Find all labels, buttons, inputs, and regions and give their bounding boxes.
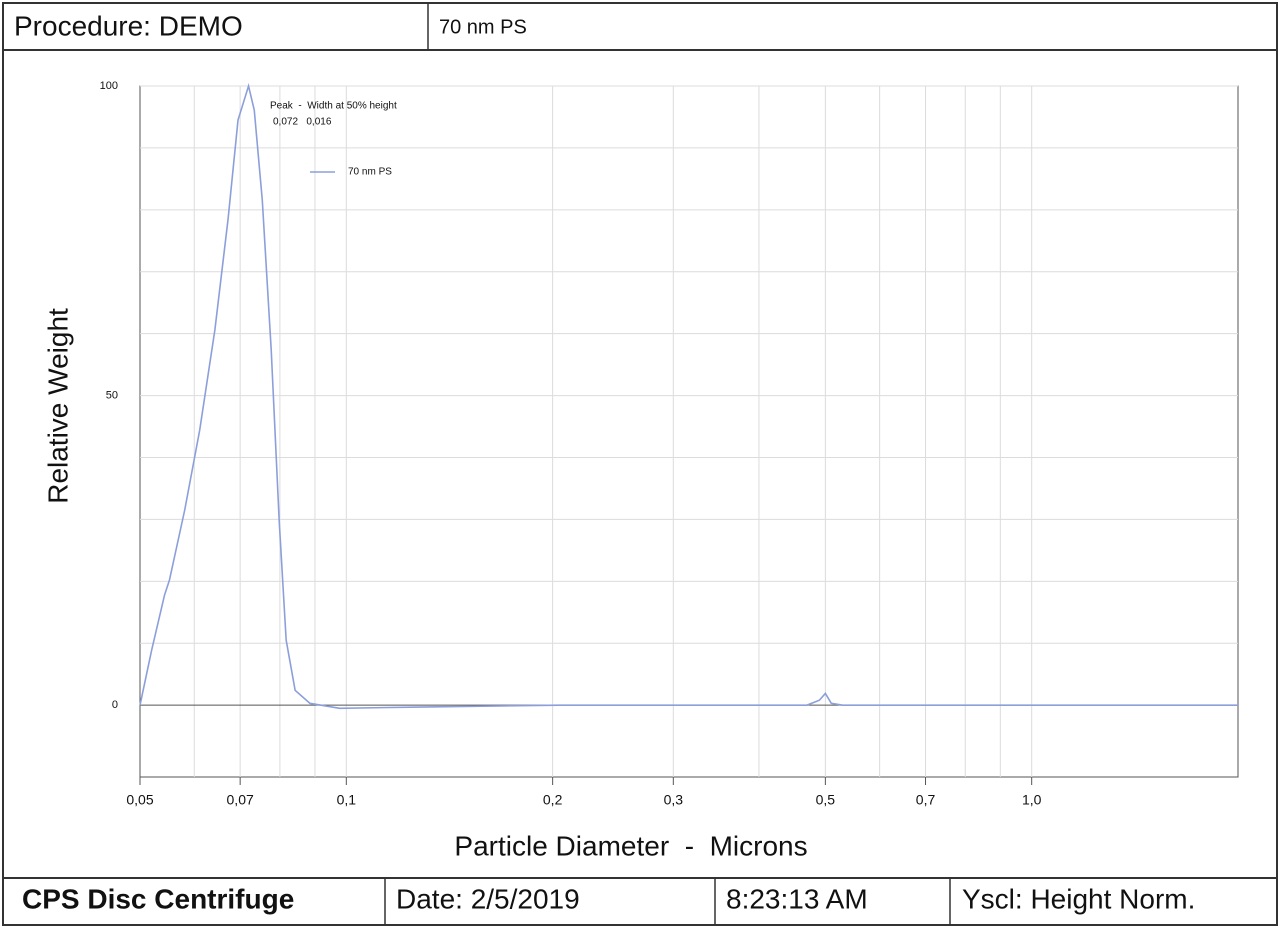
annotation: Peak - Width at 50% height: [270, 101, 397, 112]
time-label: 8:23:13 AM: [726, 883, 868, 914]
x-tick-label: 1,0: [1022, 792, 1042, 808]
sample-label: 70 nm PS: [439, 16, 527, 38]
y-tick-label: 0: [112, 699, 118, 711]
plot: [139, 82, 1239, 778]
instrument-label: CPS Disc Centrifuge: [22, 883, 294, 914]
x-tick-label: 0,7: [916, 792, 936, 808]
plot-frame: [139, 85, 1239, 778]
date-label: Date: 2/5/2019: [396, 883, 580, 914]
x-tick-label: 0,05: [126, 792, 153, 808]
legend-label: 70 nm PS: [348, 167, 392, 178]
procedure-label: Procedure: DEMO: [14, 10, 243, 41]
outer-frame: [2, 2, 1278, 926]
y-tick-label: 50: [106, 389, 118, 401]
y-tick-label: 100: [100, 80, 118, 92]
x-tick-label: 0,1: [337, 792, 357, 808]
x-tick-label: 0,2: [543, 792, 563, 808]
y-axis-title: Relative Weight: [42, 308, 73, 504]
x-tick-label: 0,5: [816, 792, 836, 808]
annotation: 0,072 0,016: [273, 117, 332, 128]
series-line: [139, 82, 1238, 710]
x-tick-label: 0,3: [664, 792, 684, 808]
x-tick-label: 0,07: [227, 792, 254, 808]
x-axis-title: Particle Diameter - Microns: [454, 830, 807, 861]
yscale-label: Yscl: Height Norm.: [962, 883, 1195, 914]
